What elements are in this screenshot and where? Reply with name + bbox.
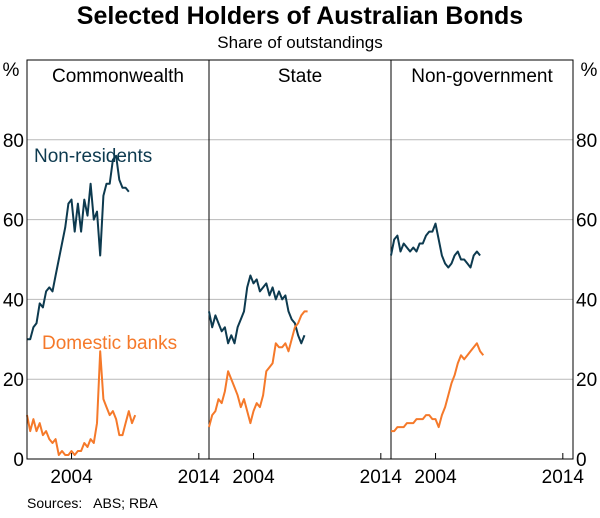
- y-unit-right: %: [581, 60, 598, 81]
- y-axis-left: 0 20 40 60 80: [3, 131, 24, 471]
- y-tick-left: 20: [3, 370, 24, 391]
- line-non-residents: [27, 154, 130, 341]
- chart-subtitle: Share of outstandings: [217, 33, 382, 52]
- panel-state: State 2004 2014: [208, 60, 403, 488]
- line-domestic-banks: [391, 342, 485, 433]
- y-tick-left: 80: [3, 131, 24, 152]
- line-non-residents: [208, 274, 306, 345]
- label-non-residents: Non-residents: [34, 146, 152, 167]
- panel-non-government: Non-government 2004 2014: [390, 60, 585, 488]
- x-tick-label: 2004: [232, 467, 275, 488]
- y-tick-right: 60: [576, 211, 597, 232]
- panel-title: State: [278, 66, 322, 87]
- gridlines: [27, 139, 573, 380]
- plot-frame: [26, 59, 574, 460]
- line-domestic-banks: [26, 350, 137, 456]
- panel-title: Non-government: [411, 66, 553, 87]
- panel-title: Commonwealth: [52, 66, 184, 87]
- line-domestic-banks: [208, 310, 308, 428]
- label-domestic-banks: Domestic banks: [42, 333, 177, 354]
- y-axis-right: 0 20 40 60 80: [576, 131, 597, 471]
- chart-title: Selected Holders of Australian Bonds: [77, 2, 523, 30]
- y-tick-left: 0: [13, 450, 24, 471]
- panel-commonwealth: Commonwealth 2004 2014: [26, 66, 221, 488]
- source-note: Sources: ABS; RBA: [27, 495, 158, 511]
- x-tick-label: 2004: [50, 467, 93, 488]
- y-tick-right: 0: [576, 450, 587, 471]
- y-tick-left: 60: [3, 211, 24, 232]
- y-tick-left: 40: [3, 290, 24, 311]
- line-non-residents: [390, 222, 481, 269]
- x-tick-label: 2014: [360, 467, 403, 488]
- x-tick-label: 2014: [178, 467, 221, 488]
- y-tick-right: 80: [576, 131, 597, 152]
- x-tick-label: 2014: [542, 467, 585, 488]
- y-tick-right: 40: [576, 290, 597, 311]
- y-unit-left: %: [3, 60, 20, 81]
- y-tick-right: 20: [576, 370, 597, 391]
- x-tick-label: 2004: [414, 467, 457, 488]
